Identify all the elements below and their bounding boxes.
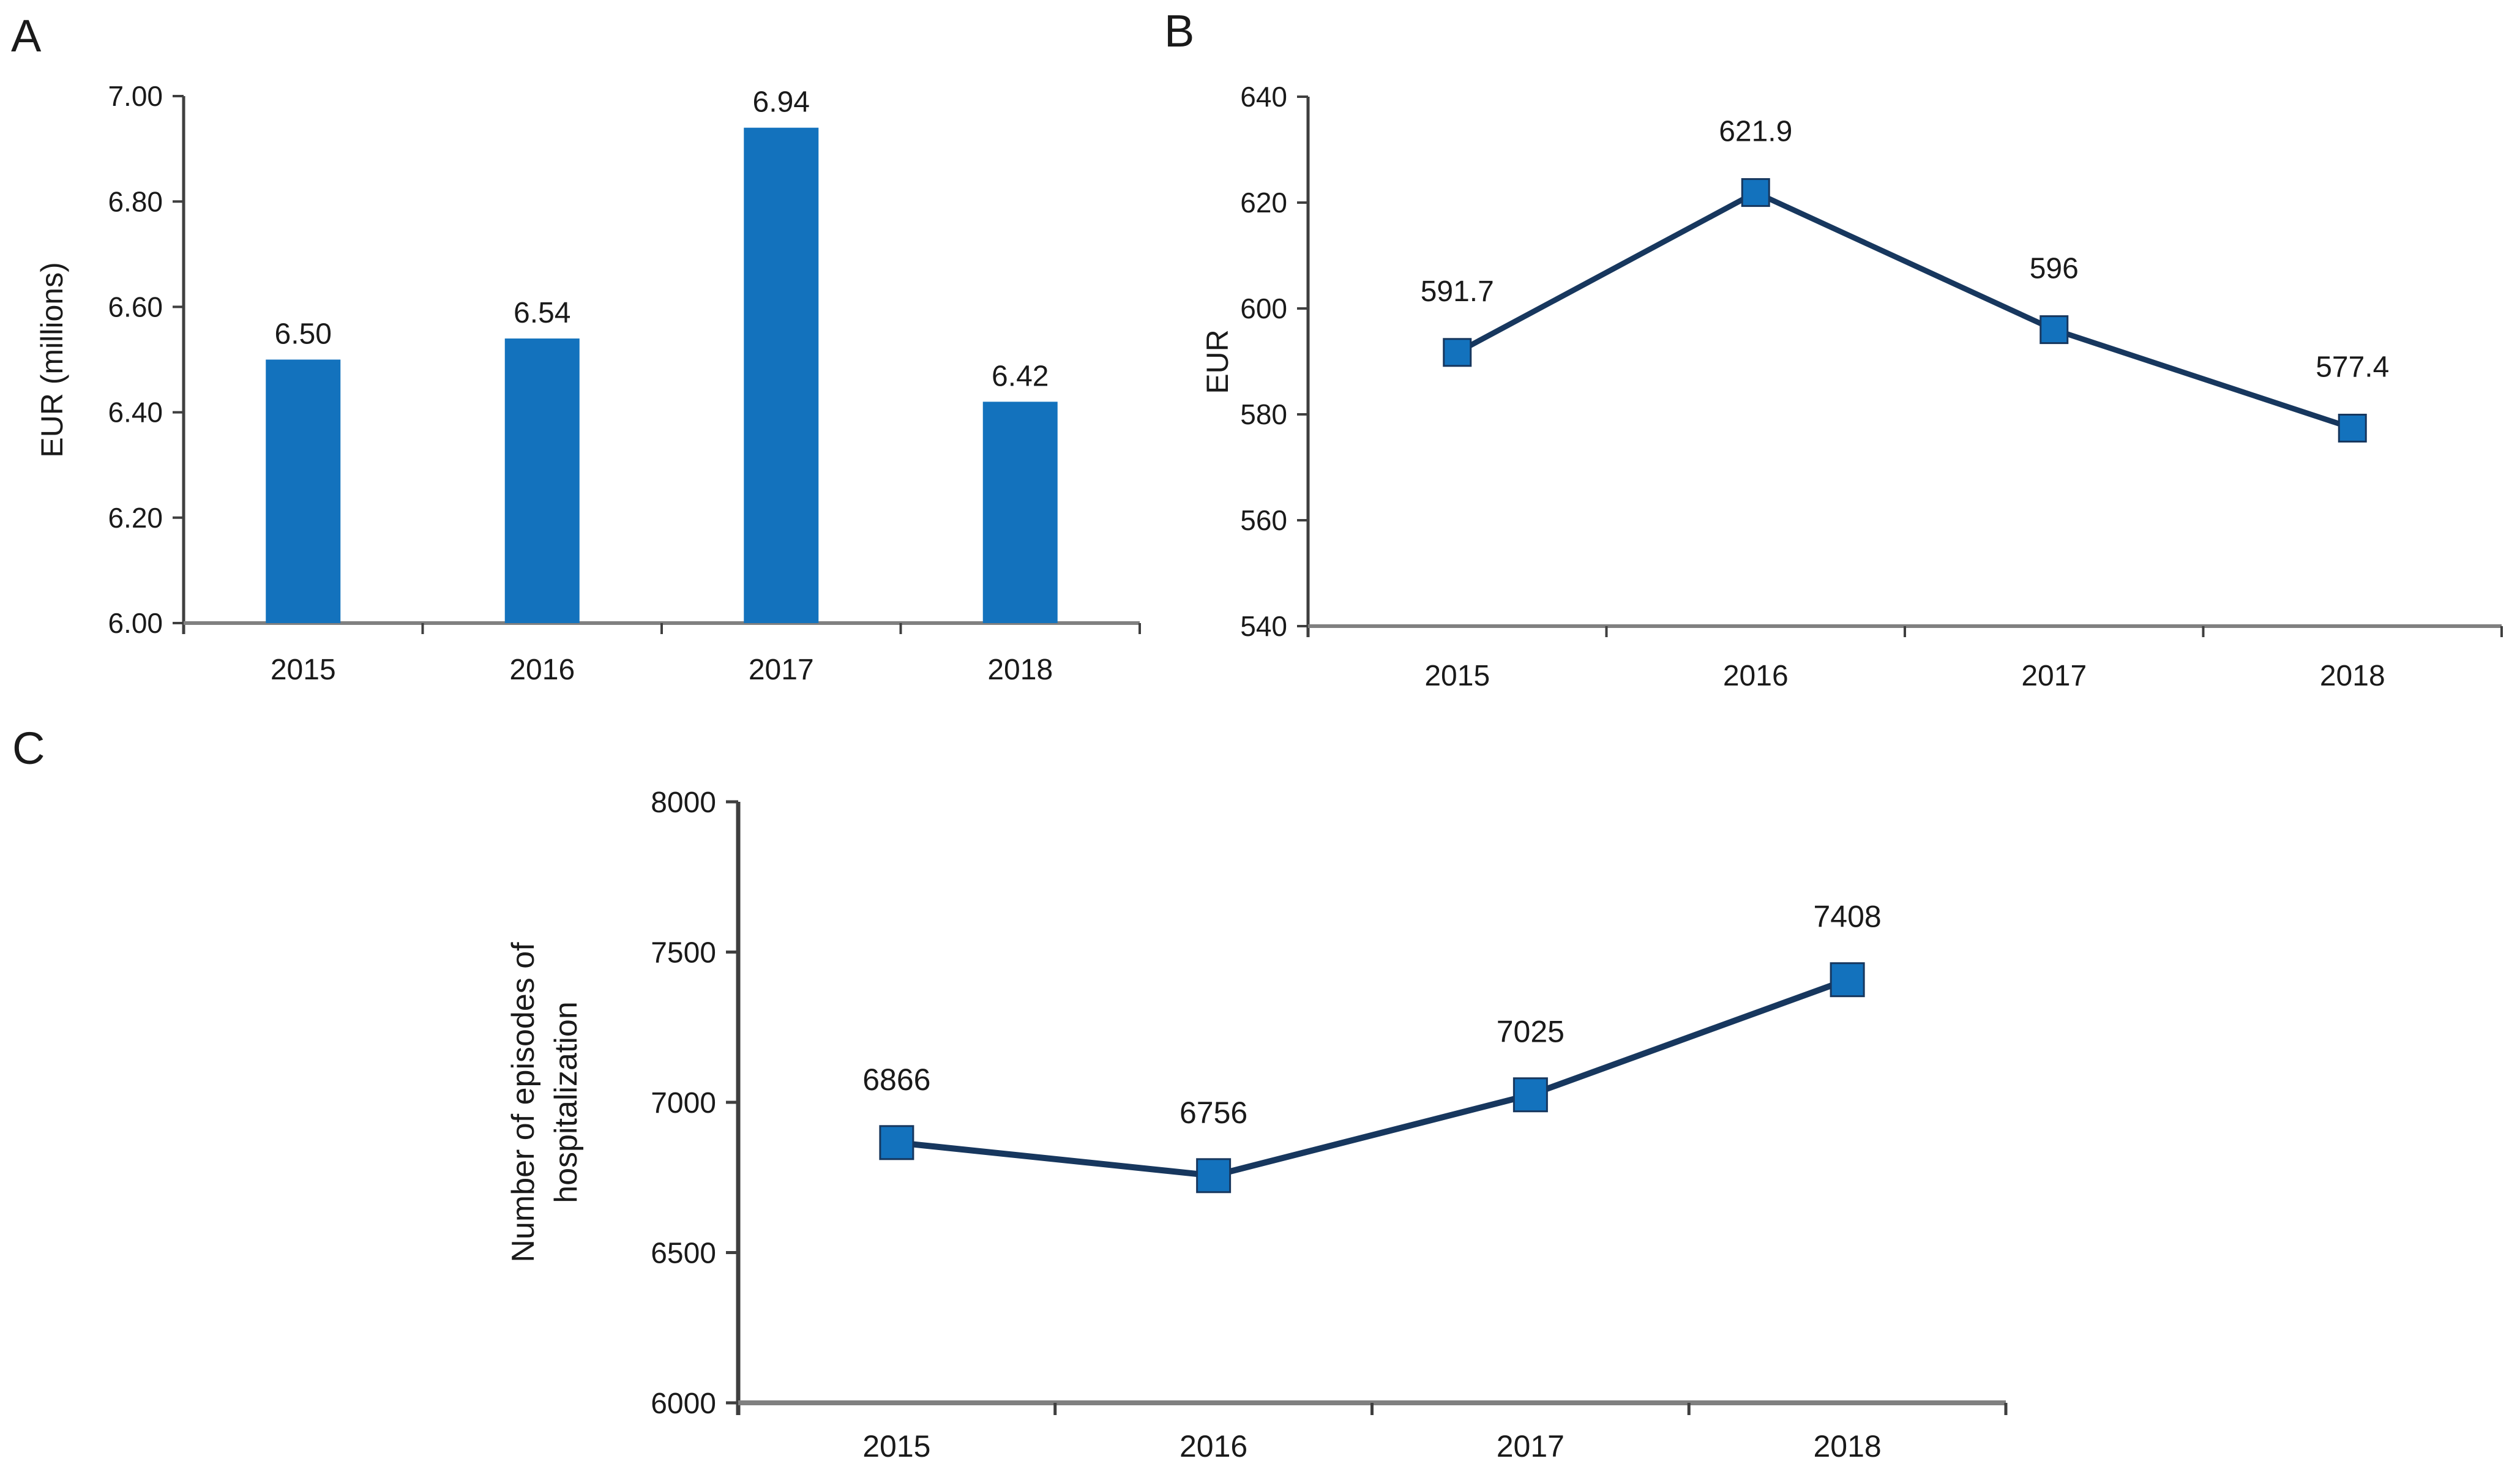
marker-2018: [2338, 413, 2367, 443]
marker-2018: [1830, 962, 1865, 998]
x-tick-label-2015: 2015: [271, 654, 336, 686]
panel-b-line-chart: 640 620 600 580 560 540 2015 2016 2017 2018 591.7 6…: [1200, 81, 2503, 692]
x-tick-label-2016: 2016: [1723, 660, 1789, 692]
panel-label-c: C: [12, 723, 45, 774]
series-line: [896, 976, 1849, 1179]
x-tick-label-2017: 2017: [2021, 660, 2087, 692]
y-tick-label-7500: 7500: [651, 936, 716, 969]
panel-c-line-chart: 8000 7500 7000 6500 6000 2015 2016 2017 2018 6866…: [506, 786, 2008, 1463]
y-axis-title: hospitalization: [548, 1001, 584, 1203]
x-tick-label-2017: 2017: [1497, 1429, 1565, 1463]
x-tick-label-2018: 2018: [1814, 1429, 1882, 1463]
y-axis-title: EUR: [1200, 329, 1235, 394]
marker-2016: [1196, 1158, 1232, 1194]
value-label-577.4: 577.4: [2316, 351, 2389, 383]
panel-label-b: B: [1164, 6, 1195, 56]
value-label-6.50: 6.50: [275, 318, 332, 351]
marker-2015: [1443, 338, 1472, 367]
y-tick-label-640: 640: [1240, 81, 1287, 113]
y-tick-label-560: 560: [1240, 504, 1287, 536]
x-tick-label-2018: 2018: [987, 654, 1053, 686]
y-tick-label-6.80: 6.80: [108, 185, 163, 217]
panel-label-a: A: [11, 10, 42, 61]
y-tick-label-8000: 8000: [651, 786, 716, 819]
marker-2017: [2040, 315, 2069, 345]
value-label-6866: 6866: [862, 1063, 930, 1097]
value-label-6.42: 6.42: [992, 360, 1049, 392]
bar-2015: [266, 359, 341, 623]
y-axis-title: EUR (millions): [35, 262, 69, 457]
y-axis-title: Number of episodes of: [506, 942, 541, 1263]
y-tick-label-7.00: 7.00: [108, 80, 163, 112]
y-tick-label-600: 600: [1240, 293, 1287, 324]
value-label-596: 596: [2030, 253, 2079, 285]
x-tick-label-2016: 2016: [509, 654, 575, 686]
marker-2017: [1512, 1077, 1548, 1113]
panel-a-bar-chart: 7.00 6.80 6.60 6.40 6.20 6.00 2015 2016 2017 2018…: [35, 80, 1141, 686]
value-label-7408: 7408: [1814, 900, 1882, 934]
y-tick-label-6500: 6500: [651, 1237, 716, 1269]
y-tick-label-6.60: 6.60: [108, 291, 163, 323]
value-label-6756: 6756: [1180, 1096, 1247, 1130]
marker-2015: [879, 1125, 914, 1160]
y-tick-label-6000: 6000: [651, 1388, 716, 1420]
x-tick-label-2018: 2018: [2320, 660, 2385, 692]
y-tick-label-6.00: 6.00: [108, 607, 163, 639]
x-tick-label-2016: 2016: [1180, 1429, 1247, 1463]
y-tick-label-580: 580: [1240, 398, 1287, 430]
value-label-591.7: 591.7: [1421, 275, 1494, 308]
y-tick-label-6.40: 6.40: [108, 397, 163, 428]
bar-2017: [744, 127, 819, 623]
value-label-6.94: 6.94: [753, 86, 810, 119]
y-tick-label-620: 620: [1240, 187, 1287, 219]
value-label-621.9: 621.9: [1719, 116, 1792, 148]
y-tick-label-7000: 7000: [651, 1087, 716, 1119]
x-tick-label-2015: 2015: [862, 1429, 930, 1463]
bar-2018: [982, 402, 1058, 623]
value-label-6.54: 6.54: [514, 297, 570, 329]
value-label-7025: 7025: [1497, 1015, 1565, 1049]
y-tick-label-540: 540: [1240, 610, 1287, 642]
x-tick-label-2017: 2017: [749, 654, 814, 686]
y-tick-label-6.20: 6.20: [108, 502, 163, 534]
marker-2016: [1741, 178, 1770, 207]
bar-2016: [504, 338, 580, 623]
series-line: [1456, 189, 2354, 431]
x-tick-label-2015: 2015: [1424, 660, 1490, 692]
